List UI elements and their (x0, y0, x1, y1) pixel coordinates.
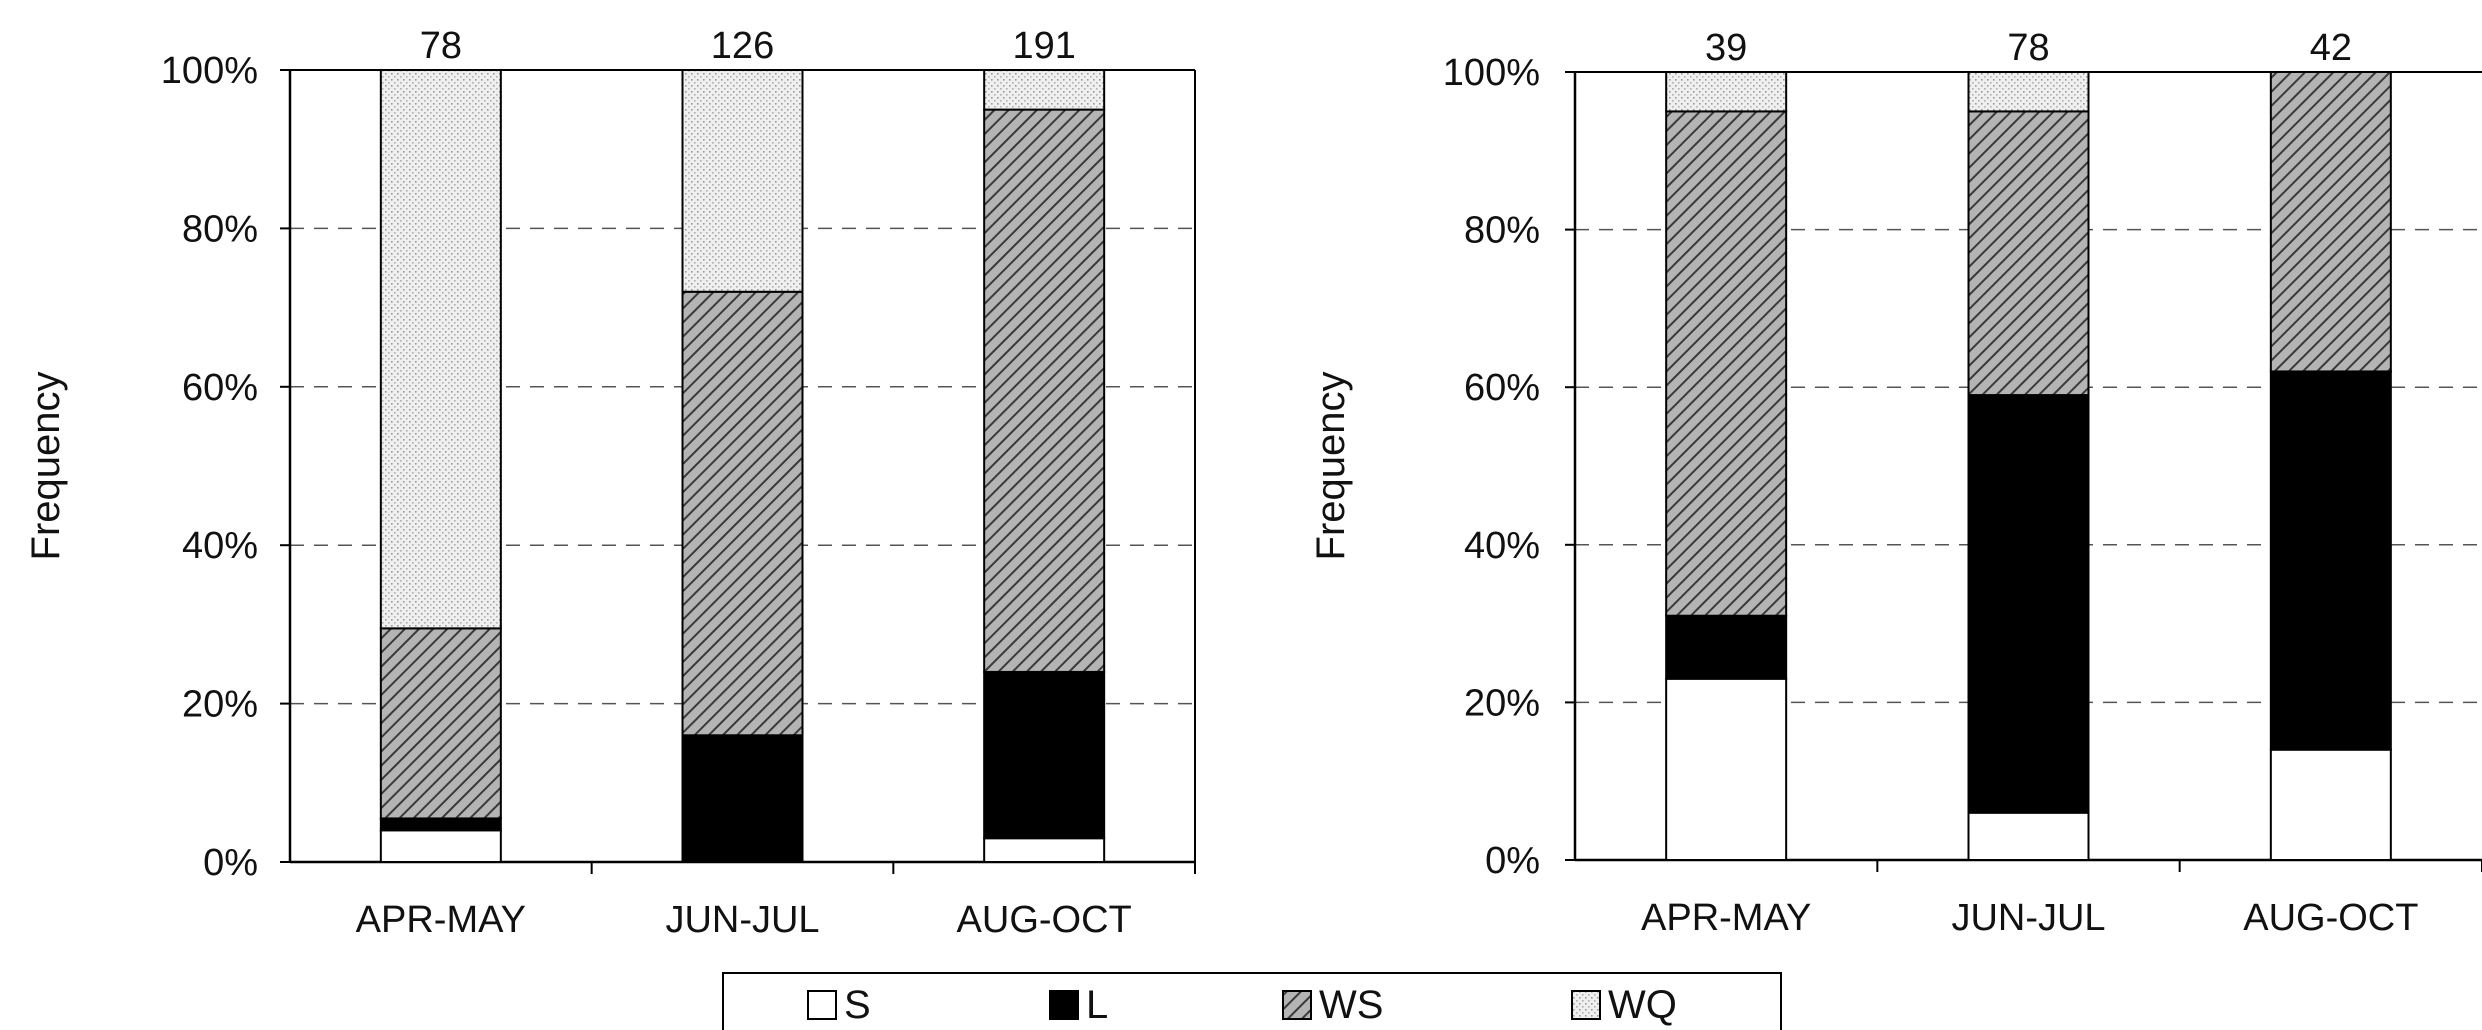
bar-segment-ws (681, 290, 804, 737)
bar-segment-wq (681, 69, 804, 293)
y-tick-label: 20% (1464, 682, 1540, 724)
x-category-label: JUN-JUL (665, 899, 819, 941)
x-category-label: APR-MAY (1641, 897, 1811, 939)
bar-segment-s (379, 829, 502, 864)
bar-segment-ws (1665, 110, 1788, 617)
bar-segment-ws (379, 627, 502, 820)
stacked-bar-jun-jul (1967, 71, 2090, 861)
y-tick-label: 100% (1443, 52, 1540, 94)
y-axis-title: Frequency (24, 372, 68, 561)
x-category-label: APR-MAY (356, 899, 526, 941)
stacked-bar-apr-may (1665, 71, 1788, 862)
legend-label-wq: WQ (1608, 983, 1677, 1027)
bar-segment-wq (983, 69, 1106, 111)
bar-segment-s (1665, 677, 1788, 862)
bar-count-label: 39 (1705, 27, 1747, 69)
y-tick-label: 80% (1464, 210, 1540, 252)
stacked-bar-aug-oct (983, 69, 1106, 863)
y-tick-label: 80% (182, 208, 258, 250)
y-axis-title: Frequency (1309, 372, 1353, 561)
bar-segment-wq (1665, 71, 1788, 113)
bar-count-label: 42 (2310, 27, 2352, 69)
legend-swatch-ws (1282, 990, 1312, 1020)
bar-segment-wq (379, 69, 502, 630)
bar-count-label: 191 (1012, 25, 1075, 67)
y-tick-label: 60% (182, 367, 258, 409)
bar-segment-s (983, 837, 1106, 863)
legend-swatch-s (807, 990, 837, 1020)
legend-label-s: S (844, 983, 871, 1027)
stacked-bar-apr-may (379, 69, 502, 864)
chart-panel-1: 0% 20% 40% 60% 80% 100% Frequency 78 APR-MAY 126 J… (24, 25, 1196, 941)
y-tick-label: 0% (203, 842, 258, 884)
bar-segment-s (1967, 811, 2090, 861)
bar-count-label: 126 (711, 25, 774, 67)
bar-segment-s (2269, 748, 2392, 861)
x-category-label: AUG-OCT (2243, 897, 2418, 939)
y-tick-label: 40% (182, 525, 258, 567)
y-tick-label: 20% (182, 684, 258, 726)
bar-segment-ws (983, 108, 1106, 673)
y-tick-label: 40% (1464, 525, 1540, 567)
legend-label-l: L (1086, 983, 1108, 1027)
bar-segment-wq (1967, 71, 2090, 113)
bar-count-label: 78 (2007, 27, 2049, 69)
legend-label-ws: WS (1319, 983, 1383, 1027)
y-tick-label: 0% (1485, 840, 1540, 882)
legend-swatch-wq (1571, 990, 1601, 1020)
bar-segment-l (2269, 370, 2392, 751)
y-tick-label: 100% (161, 50, 258, 92)
stacked-bar-jun-jul (681, 69, 804, 864)
bar-count-label: 78 (420, 25, 462, 67)
bar-segment-ws (1967, 110, 2090, 397)
bar-segment-ws (2269, 71, 2392, 373)
bar-segment-l (1665, 614, 1788, 680)
bar-segment-l (681, 734, 804, 864)
legend-swatch-l (1049, 990, 1079, 1020)
bar-segment-l (379, 817, 502, 832)
stacked-bar-aug-oct (2269, 71, 2392, 861)
legend-box (722, 972, 1782, 1030)
chart-panel-2: 0% 20% 40% 60% 80% 100% Frequency 39 APR-MAY 78 JU… (1309, 27, 2482, 939)
y-tick-label: 60% (1464, 367, 1540, 409)
x-category-label: AUG-OCT (957, 899, 1132, 941)
x-category-label: JUN-JUL (1951, 897, 2105, 939)
legend: S L WS WQ (722, 972, 1782, 1030)
bar-segment-l (1967, 394, 2090, 814)
bar-segment-l (983, 670, 1106, 840)
